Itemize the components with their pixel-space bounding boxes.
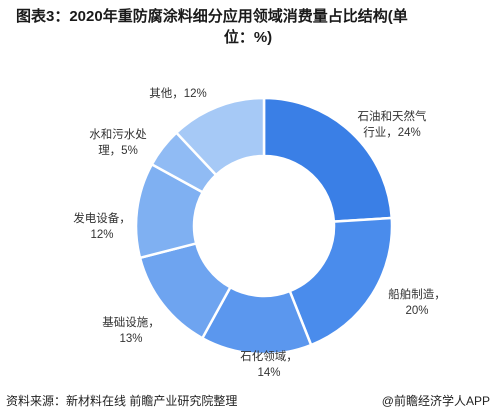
pie-slice-7: [174, 96, 266, 177]
slice-label-2: 船舶制造， 20%: [388, 287, 446, 317]
slice-label-4: 基础设施， 13%: [102, 316, 160, 345]
source-note: 资料来源：新材料在线 前瞻产业研究院整理: [6, 394, 238, 408]
slice-label-5: 发电设备， 12%: [73, 211, 131, 241]
slice-label-3: 石化领域， 14%: [240, 349, 298, 379]
footer: 资料来源：新材料在线 前瞻产业研究院整理 @前瞻经济学人APP: [6, 392, 490, 410]
slice-label-6: 水和污水处理，5%: [89, 128, 147, 157]
pie-slice-2: [288, 216, 394, 347]
chart-title-line-1: 图表3：2020年重防腐涂料细分应用领域消费量占比结构(单: [16, 8, 408, 25]
brand-watermark: @前瞻经济学人APP: [381, 394, 490, 408]
pie-slice-1: [262, 96, 394, 223]
slice-label-7: 其他，12%: [149, 87, 207, 100]
chart-title: 图表3：2020年重防腐涂料细分应用领域消费量占比结构(单 位：%): [16, 6, 480, 48]
slice-label-1: 石油和天然气行业，24%: [358, 109, 427, 139]
chart-title-line-2: 位：%): [223, 29, 273, 46]
